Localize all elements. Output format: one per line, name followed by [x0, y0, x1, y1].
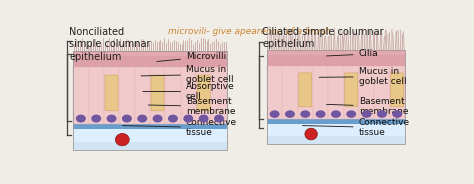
Ellipse shape	[76, 115, 86, 123]
Text: microvili- give apearence of a brush: microvili- give apearence of a brush	[168, 27, 330, 36]
Ellipse shape	[305, 128, 317, 140]
Ellipse shape	[301, 110, 310, 118]
Bar	[104, 67, 119, 124]
Bar	[390, 66, 405, 119]
Ellipse shape	[122, 115, 132, 123]
Ellipse shape	[331, 110, 341, 118]
Bar	[211, 67, 227, 124]
FancyBboxPatch shape	[299, 73, 312, 107]
Bar	[135, 67, 150, 124]
Text: Mucus in
goblet cell: Mucus in goblet cell	[319, 67, 406, 86]
Bar	[267, 50, 405, 55]
Ellipse shape	[115, 133, 129, 146]
Bar	[150, 67, 165, 124]
FancyBboxPatch shape	[105, 75, 118, 111]
FancyBboxPatch shape	[345, 73, 358, 107]
Ellipse shape	[316, 110, 326, 118]
Ellipse shape	[362, 110, 372, 118]
Ellipse shape	[199, 115, 209, 123]
Bar	[267, 50, 405, 144]
Bar	[73, 67, 89, 124]
Text: Microvilli: Microvilli	[157, 52, 226, 61]
FancyBboxPatch shape	[391, 73, 404, 107]
Bar	[73, 51, 227, 56]
Bar	[267, 66, 283, 119]
Bar	[283, 66, 298, 119]
Ellipse shape	[346, 110, 356, 118]
Ellipse shape	[214, 115, 224, 123]
Bar	[374, 66, 390, 119]
FancyBboxPatch shape	[197, 75, 210, 111]
Ellipse shape	[91, 115, 101, 123]
Ellipse shape	[392, 110, 402, 118]
Text: Absorptive
cell: Absorptive cell	[143, 82, 235, 101]
Bar	[267, 124, 405, 144]
Ellipse shape	[107, 115, 117, 123]
Text: Mucus in
goblet cell: Mucus in goblet cell	[141, 65, 234, 84]
Bar	[119, 67, 135, 124]
Text: Basement
membrane: Basement membrane	[327, 97, 408, 116]
Bar	[298, 66, 313, 119]
Bar	[181, 67, 196, 124]
Bar	[73, 142, 227, 150]
Bar	[165, 67, 181, 124]
Bar	[344, 66, 359, 119]
Bar	[89, 67, 104, 124]
Text: Basement
membrane: Basement membrane	[148, 97, 236, 116]
Bar	[73, 51, 227, 67]
Ellipse shape	[377, 110, 387, 118]
Text: Connective
tissue: Connective tissue	[123, 118, 237, 137]
Ellipse shape	[285, 110, 295, 118]
Ellipse shape	[168, 115, 178, 123]
Text: Ciliated simple columnar
epithelium: Ciliated simple columnar epithelium	[262, 27, 384, 49]
Ellipse shape	[137, 115, 147, 123]
Bar	[328, 66, 344, 119]
FancyBboxPatch shape	[151, 75, 164, 111]
Bar	[73, 51, 227, 150]
Bar	[359, 66, 374, 119]
Bar	[73, 124, 227, 129]
Bar	[313, 66, 328, 119]
Bar	[267, 136, 405, 144]
Text: Connective
tissue: Connective tissue	[302, 118, 410, 137]
Bar	[73, 129, 227, 150]
Ellipse shape	[183, 115, 193, 123]
Text: Cilia: Cilia	[327, 49, 378, 59]
Bar	[267, 50, 405, 66]
Text: Nonciliated
simple columnar
epithelium: Nonciliated simple columnar epithelium	[69, 27, 151, 61]
Ellipse shape	[153, 115, 163, 123]
Ellipse shape	[270, 110, 280, 118]
Bar	[196, 67, 211, 124]
Bar	[267, 119, 405, 124]
